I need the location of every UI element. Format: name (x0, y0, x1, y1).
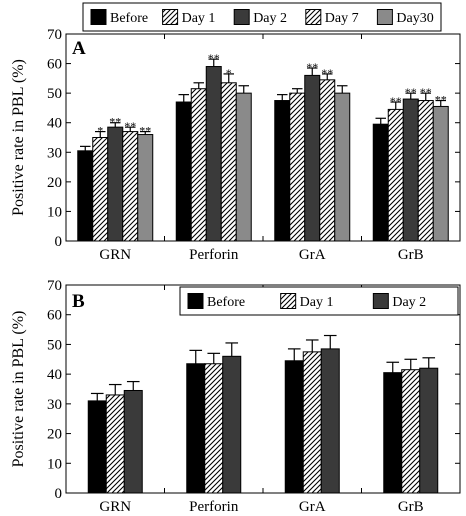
bar (107, 126, 124, 242)
bar (205, 66, 222, 242)
significance-label: ** (321, 66, 333, 80)
bar (77, 150, 94, 242)
significance-label: * (226, 66, 232, 80)
panel-label: B (72, 291, 85, 312)
bar (87, 400, 107, 494)
bar (105, 394, 125, 494)
bar (372, 123, 389, 242)
legend-swatch (90, 9, 107, 25)
legend-label: Day30 (396, 11, 433, 26)
y-tick-label: 30 (47, 397, 62, 413)
bar (122, 131, 139, 242)
y-tick-label: 50 (47, 86, 62, 102)
bar (320, 348, 340, 494)
y-tick-label: 20 (47, 427, 62, 443)
bar (419, 367, 439, 494)
legend-swatch (376, 9, 393, 25)
y-tick-label: 20 (47, 175, 62, 191)
legend-label: Day 2 (392, 295, 426, 310)
significance-label: ** (306, 60, 318, 74)
chart-panel-a: 0 10 20 30 40 50 60 70 Positive rate in PBL (%) A… (10, 2, 461, 263)
x-tick-label: GRN (99, 247, 131, 263)
x-tick-label: GRN (99, 499, 131, 515)
significance-label: ** (124, 119, 136, 133)
bar (302, 351, 322, 494)
bar (186, 363, 206, 494)
y-axis-label: Positive rate in PBL (%) (10, 59, 27, 216)
x-tick-label: GrA (299, 247, 326, 263)
y-tick-label: 50 (47, 337, 62, 353)
y-tick-label: 30 (47, 145, 62, 161)
legend-label: Before (110, 11, 148, 26)
significance-label: ** (139, 124, 151, 138)
panel-label: A (72, 38, 86, 59)
y-tick-label: 0 (55, 486, 63, 502)
significance-label: ** (405, 85, 417, 99)
legend-label: Day 2 (253, 11, 287, 26)
legend-label: Day 1 (182, 11, 216, 26)
legend-swatch (233, 9, 250, 25)
significance-label: ** (109, 115, 121, 129)
bar (304, 74, 321, 242)
chart-panel-b: 0 10 20 30 40 50 60 70 Positive rate in PBL (%) B… (10, 278, 461, 515)
y-tick-label: 40 (47, 367, 62, 383)
legend-box (179, 286, 459, 316)
legend-swatch (305, 9, 322, 25)
x-tick-label: GrA (299, 499, 326, 515)
bar (402, 98, 419, 242)
y-tick-label: 60 (47, 308, 62, 324)
bar (92, 137, 109, 242)
bar (401, 369, 421, 494)
bar (387, 108, 404, 242)
significance-label: ** (208, 51, 220, 65)
significance-label: ** (435, 93, 447, 107)
bar (274, 100, 291, 242)
legend-label: Day 7 (325, 11, 359, 26)
x-tick-label: Perforin (189, 247, 239, 263)
significance-label: ** (420, 85, 432, 99)
legend-label: Day 1 (300, 295, 334, 310)
x-tick-label: GrB (398, 247, 424, 263)
bar (222, 355, 242, 494)
bar (383, 372, 403, 494)
y-tick-label: 70 (47, 278, 62, 294)
bar (334, 92, 351, 242)
bar (123, 389, 143, 494)
bar (235, 92, 252, 242)
legend-swatch (187, 293, 204, 309)
significance-label: ** (390, 94, 402, 108)
y-tick-label: 70 (47, 27, 62, 43)
legend-swatch (280, 293, 297, 309)
significance-label: * (97, 124, 103, 138)
bar (175, 101, 192, 242)
bar (284, 360, 304, 494)
y-tick-label: 10 (47, 456, 62, 472)
bar (417, 100, 434, 242)
legend-swatch (162, 9, 179, 25)
bar (190, 88, 207, 242)
y-axis-label: Positive rate in PBL (%) (10, 311, 27, 468)
y-tick-label: 40 (47, 116, 62, 132)
x-tick-label: Perforin (189, 499, 239, 515)
y-tick-label: 0 (55, 234, 63, 250)
bar (289, 92, 306, 242)
bar (220, 82, 237, 242)
x-tick-label: GrB (398, 499, 424, 515)
bar (204, 363, 224, 494)
y-tick-label: 10 (47, 204, 62, 220)
bar (137, 134, 154, 242)
bar (319, 79, 336, 242)
bar (432, 105, 449, 242)
y-tick-label: 60 (47, 57, 62, 73)
legend-swatch (372, 293, 389, 309)
legend-label: Before (207, 295, 245, 310)
